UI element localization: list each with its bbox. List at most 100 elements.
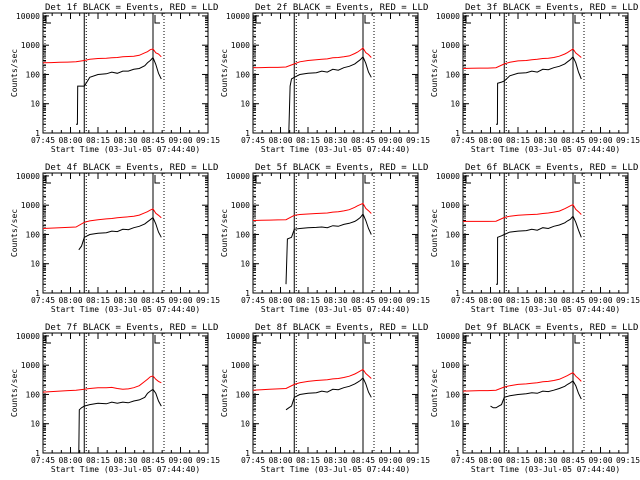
x-axis-label: Start Time (03-Jul-05 07:44:40) — [261, 145, 410, 154]
marker-bracket — [364, 15, 370, 24]
y-tick-label: 100 — [26, 390, 41, 399]
x-axis-label: Start Time (03-Jul-05 07:44:40) — [471, 305, 620, 314]
x-tick-label: 08:00 — [58, 456, 82, 465]
x-tick-label: 08:45 — [561, 456, 585, 465]
x-tick-label: 09:15 — [406, 136, 430, 145]
y-axis-label: Counts/sec — [10, 209, 19, 257]
x-tick-label: 08:45 — [141, 456, 165, 465]
axes-frame — [462, 332, 629, 454]
x-tick-label: 08:15 — [506, 456, 530, 465]
y-tick-label: 100 — [446, 230, 461, 239]
y-tick-label: 1000 — [231, 361, 250, 370]
panel-title: Det 6f BLACK = Events, RED = LLD — [465, 163, 638, 173]
panel-3: Det 3f BLACK = Events, RED = LLD 1 10 100 10… — [430, 3, 640, 154]
marker-bracket — [255, 175, 261, 184]
series-lld-line — [462, 48, 582, 69]
x-tick-label: 07:45 — [451, 136, 475, 145]
x-tick-label: 09:00 — [378, 136, 402, 145]
marker-bracket — [465, 15, 471, 24]
x-tick-label: 08:30 — [533, 136, 557, 145]
x-tick-label: 08:45 — [141, 136, 165, 145]
panel-title: Det 1f BLACK = Events, RED = LLD — [45, 3, 218, 13]
x-tick-label: 08:15 — [506, 136, 530, 145]
y-tick-label: 10 — [30, 260, 40, 269]
series-events-line — [76, 56, 162, 125]
y-tick-label: 10000 — [436, 12, 460, 21]
x-tick-label: 08:00 — [478, 136, 502, 145]
x-tick-label: 08:45 — [561, 136, 585, 145]
x-tick-label: 09:00 — [168, 456, 192, 465]
x-tick-label: 09:15 — [196, 296, 220, 305]
panel-title: Det 2f BLACK = Events, RED = LLD — [255, 3, 428, 13]
series-events-line — [288, 55, 372, 134]
y-tick-label: 10 — [450, 100, 460, 109]
x-axis-label: Start Time (03-Jul-05 07:44:40) — [51, 465, 200, 474]
series-events-line — [490, 380, 582, 409]
axes-frame — [42, 12, 209, 134]
x-tick-label: 08:00 — [268, 456, 292, 465]
marker-bracket — [255, 15, 261, 24]
x-tick-label: 08:15 — [86, 136, 110, 145]
x-tick-label: 08:15 — [296, 136, 320, 145]
x-axis-label: Start Time (03-Jul-05 07:44:40) — [471, 465, 620, 474]
x-tick-label: 08:30 — [113, 136, 137, 145]
y-tick-label: 10 — [450, 420, 460, 429]
x-tick-label: 08:30 — [323, 136, 347, 145]
x-tick-label: 09:15 — [616, 296, 640, 305]
y-tick-label: 1 — [455, 129, 460, 138]
y-tick-label: 1000 — [231, 41, 250, 50]
x-tick-label: 09:15 — [196, 136, 220, 145]
y-tick-label: 1000 — [21, 41, 40, 50]
x-tick-label: 07:45 — [241, 136, 265, 145]
panel-9: Det 9f BLACK = Events, RED = LLD 1 10 100 10… — [430, 323, 640, 474]
series-events-line — [496, 215, 582, 285]
y-tick-label: 100 — [26, 70, 41, 79]
x-tick-label: 09:00 — [588, 296, 612, 305]
y-tick-label: 1000 — [441, 201, 460, 210]
x-axis-label: Start Time (03-Jul-05 07:44:40) — [51, 145, 200, 154]
x-tick-label: 08:15 — [296, 296, 320, 305]
x-tick-label: 08:30 — [533, 296, 557, 305]
series-lld-line — [42, 48, 162, 64]
y-tick-label: 10 — [240, 260, 250, 269]
marker-bracket — [465, 175, 471, 184]
x-tick-label: 09:00 — [168, 136, 192, 145]
marker-bracket — [574, 175, 580, 184]
y-tick-label: 10 — [240, 420, 250, 429]
marker-bracket — [154, 335, 160, 344]
panel-title: Det 4f BLACK = Events, RED = LLD — [45, 163, 218, 173]
x-tick-label: 09:00 — [588, 136, 612, 145]
y-tick-label: 10 — [450, 260, 460, 269]
panel-7: Det 7f BLACK = Events, RED = LLD 1 10 100 10… — [10, 323, 220, 474]
x-tick-label: 08:15 — [86, 456, 110, 465]
marker-bracket — [364, 335, 370, 344]
marker-bracket — [45, 175, 51, 184]
y-tick-label: 1000 — [21, 361, 40, 370]
y-tick-label: 1 — [245, 129, 250, 138]
x-tick-label: 07:45 — [241, 456, 265, 465]
series-lld-line — [252, 202, 372, 221]
x-tick-label: 09:15 — [406, 456, 430, 465]
y-tick-label: 100 — [236, 390, 251, 399]
marker-bracket — [574, 15, 580, 24]
y-tick-label: 1 — [35, 129, 40, 138]
marker-bracket — [574, 335, 580, 344]
x-tick-label: 08:00 — [268, 296, 292, 305]
x-axis-label: Start Time (03-Jul-05 07:44:40) — [261, 465, 410, 474]
x-tick-label: 09:15 — [406, 296, 430, 305]
panel-title: Det 7f BLACK = Events, RED = LLD — [45, 323, 218, 333]
y-tick-label: 10 — [30, 420, 40, 429]
x-tick-label: 08:45 — [561, 296, 585, 305]
series-lld-line — [252, 47, 372, 69]
x-axis-label: Start Time (03-Jul-05 07:44:40) — [471, 145, 620, 154]
x-tick-label: 08:30 — [113, 456, 137, 465]
axes-frame — [462, 172, 629, 294]
x-tick-label: 07:45 — [451, 296, 475, 305]
y-axis-label: Counts/sec — [10, 369, 19, 417]
y-tick-label: 10 — [240, 100, 250, 109]
y-tick-label: 10 — [30, 100, 40, 109]
x-tick-label: 07:45 — [31, 136, 55, 145]
y-axis-label: Counts/sec — [220, 209, 229, 257]
x-tick-label: 08:45 — [351, 456, 375, 465]
